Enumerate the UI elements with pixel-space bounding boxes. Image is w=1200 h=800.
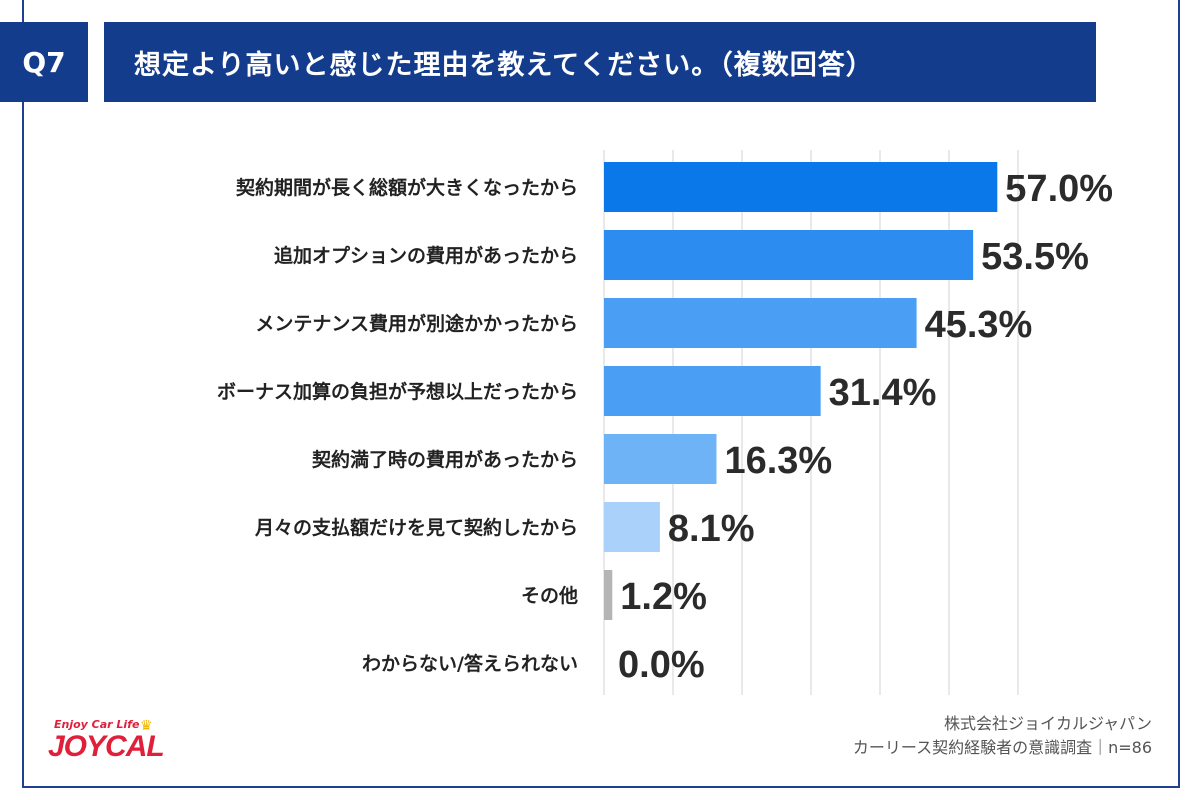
value-label: 0.0% [618,644,705,686]
value-label: 57.0% [1005,168,1113,210]
bar [604,230,974,280]
value-label: 45.3% [925,304,1033,346]
value-label: 1.2% [620,576,707,618]
category-label: 追加オプションの費用があったから [274,244,578,267]
category-label: 月々の支払額だけを見て契約したから [254,516,578,539]
value-label: 31.4% [829,372,937,414]
outer-frame [22,0,1180,788]
value-label: 16.3% [724,440,832,482]
source-survey: カーリース契約経験者の意識調査｜n=86 [852,738,1152,757]
category-label: 契約満了時の費用があったから [311,448,578,471]
crown-icon: ♛ [140,718,153,734]
question-number: Q7 [0,22,88,102]
source-note: 株式会社ジョイカルジャパン カーリース契約経験者の意識調査｜n=86 [853,712,1152,760]
bar [604,434,717,484]
category-label: わからない/答えられない [362,652,578,675]
category-label: ボーナス加算の負担が予想以上だったから [217,380,578,403]
category-label: 契約期間が長く総額が大きくなったから [235,176,578,199]
value-label: 53.5% [981,236,1089,278]
value-label: 8.1% [668,508,755,550]
bar [604,162,998,212]
logo-tagline: Enjoy Car Life [54,718,140,731]
source-company: 株式会社ジョイカルジャパン [943,714,1152,733]
bar [604,502,660,552]
bar [604,570,613,620]
bar [604,366,821,416]
joycal-logo: Enjoy Car Life ♛ JOYCAL [48,718,198,778]
page-title: 想定より高いと感じた理由を教えてください。（複数回答） [104,22,1096,102]
bar [604,298,917,348]
logo-brand: JOYCAL [48,730,165,763]
category-label: メンテナンス費用が別途かかったから [255,312,578,335]
category-label: その他 [521,584,578,607]
